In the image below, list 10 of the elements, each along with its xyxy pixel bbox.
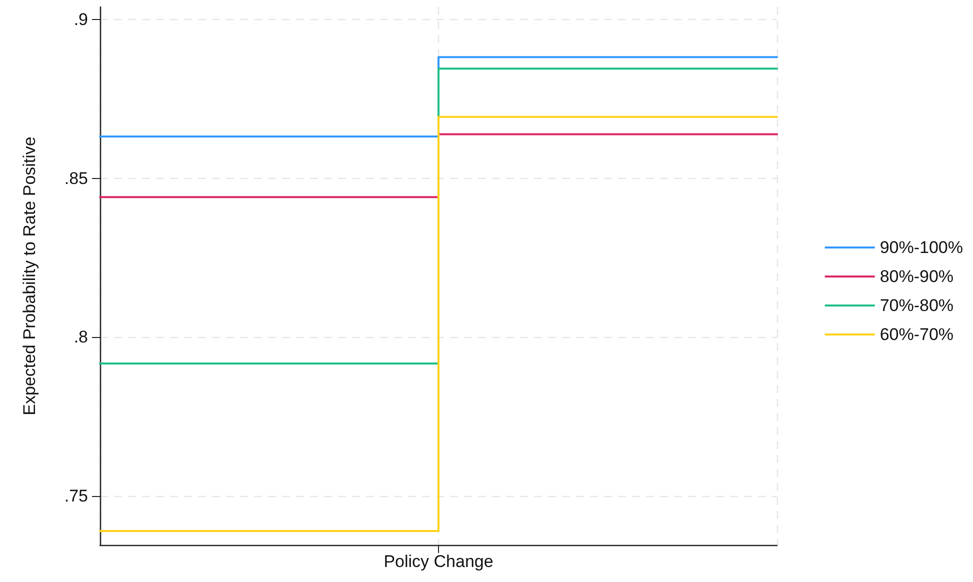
y-tick-label: .8 bbox=[74, 328, 88, 347]
legend-label: 70%-80% bbox=[880, 296, 954, 315]
x-tick-label: Policy Change bbox=[384, 552, 494, 571]
y-tick-label: .9 bbox=[74, 10, 88, 30]
y-axis-title: Expected Probability to Rate Positive bbox=[20, 136, 39, 416]
legend-label: 90%-100% bbox=[880, 238, 964, 257]
y-tick-label: .85 bbox=[64, 168, 88, 188]
legend-label: 60%-70% bbox=[880, 325, 954, 344]
legend-label: 80%-90% bbox=[880, 267, 954, 286]
y-tick-label: .75 bbox=[64, 486, 88, 506]
